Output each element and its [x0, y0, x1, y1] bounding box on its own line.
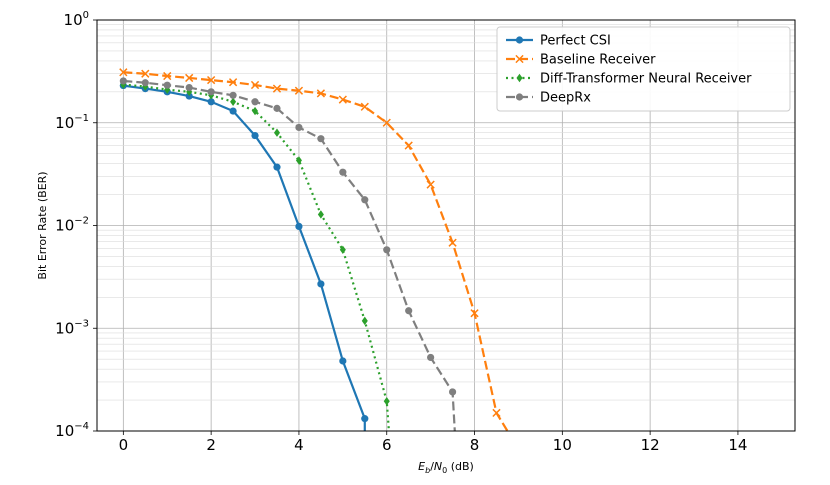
data-point — [295, 222, 303, 231]
legend-marker — [516, 73, 523, 83]
data-point — [119, 77, 127, 85]
y-tick-label: 10−1 — [55, 113, 89, 132]
data-point — [251, 98, 259, 106]
data-point — [251, 131, 259, 140]
legend-label: Perfect CSI — [540, 34, 611, 49]
legend-label: Diff-Transformer Neural Receiver — [540, 72, 752, 87]
series-line — [123, 71, 509, 432]
data-point — [229, 91, 237, 99]
svg-text:Eb/N0 (dB): Eb/N0 (dB) — [418, 460, 474, 475]
x-tick-label: 12 — [641, 436, 660, 454]
y-tick-label: 100 — [64, 10, 89, 29]
data-point — [338, 95, 347, 104]
data-point — [273, 163, 281, 171]
series-line — [123, 79, 456, 432]
data-point — [163, 81, 171, 89]
data-point — [360, 102, 369, 111]
data-point — [185, 92, 193, 100]
data-point — [383, 246, 391, 254]
y-tick-label: 10−4 — [55, 421, 89, 440]
data-point — [317, 280, 325, 288]
legend-label: DeepRx — [540, 91, 591, 106]
data-point — [295, 123, 303, 132]
data-point — [228, 78, 238, 87]
data-point — [361, 415, 369, 423]
data-point — [383, 396, 390, 406]
legend-item: DeepRx — [506, 91, 591, 106]
legend-item: Perfect CSI — [506, 34, 611, 49]
data-point — [427, 353, 435, 362]
data-point — [426, 180, 435, 189]
data-point — [207, 98, 215, 106]
y-tick-label: 10−3 — [55, 318, 89, 337]
data-point — [207, 88, 215, 96]
data-point — [164, 85, 171, 94]
data-point — [492, 408, 501, 418]
data-point — [294, 86, 304, 95]
data-point — [316, 89, 326, 98]
series-3 — [119, 77, 457, 432]
legend: Perfect CSI Baseline Receiver Diff-Transfo… — [496, 26, 791, 112]
legend-box — [496, 26, 791, 112]
data-point — [448, 238, 457, 247]
x-tick-label: 6 — [382, 436, 392, 454]
data-point — [405, 307, 413, 315]
data-point — [339, 168, 347, 176]
legend-marker — [515, 54, 524, 64]
legend-marker — [515, 93, 524, 101]
series-1 — [119, 68, 509, 432]
data-point — [273, 104, 281, 112]
y-tick-label: 10−2 — [55, 216, 89, 235]
data-point — [361, 196, 369, 204]
axis-ticks: 0 2 4 6 8 10 12 14 10−4 10−3 10−2 10−1 100 — [55, 10, 747, 454]
data-point — [185, 83, 193, 92]
data-point — [141, 79, 149, 87]
data-point — [230, 97, 237, 106]
data-point — [273, 128, 281, 137]
x-axis-label: Eb/N0 (dB) — [418, 460, 474, 475]
legend-item: Baseline Receiver — [506, 53, 656, 68]
x-tick-label: 4 — [294, 436, 304, 454]
data-point — [339, 357, 347, 365]
data-point — [119, 68, 128, 77]
series-2 — [120, 80, 391, 432]
data-point — [229, 107, 237, 115]
data-point — [186, 87, 193, 97]
data-point — [470, 309, 479, 318]
x-tick-label: 2 — [206, 436, 216, 454]
data-point — [163, 71, 172, 81]
data-point — [339, 245, 346, 255]
data-point — [120, 80, 127, 89]
y-axis-label: Bit Error Rate (BER) — [36, 171, 49, 279]
legend-item: Diff-Transformer Neural Receiver — [506, 72, 752, 87]
data-point — [185, 73, 194, 83]
x-tick-label: 8 — [470, 436, 480, 454]
series-line — [123, 83, 391, 432]
data-point — [207, 75, 216, 85]
data-point — [448, 388, 457, 396]
series-line — [123, 84, 366, 431]
data-point — [295, 156, 302, 165]
x-tick-label: 10 — [553, 436, 572, 454]
x-tick-label: 14 — [728, 436, 747, 454]
data-point — [272, 84, 282, 93]
data-point — [404, 141, 413, 150]
data-point — [317, 135, 325, 143]
data-point — [317, 210, 324, 219]
data-point — [250, 80, 260, 90]
legend-marker — [515, 36, 524, 44]
data-point — [252, 106, 259, 116]
legend-label: Baseline Receiver — [540, 53, 656, 68]
series-group — [119, 68, 509, 432]
x-tick-label: 0 — [119, 436, 129, 454]
data-point — [141, 69, 150, 78]
data-point — [382, 118, 391, 127]
data-point — [361, 316, 368, 326]
